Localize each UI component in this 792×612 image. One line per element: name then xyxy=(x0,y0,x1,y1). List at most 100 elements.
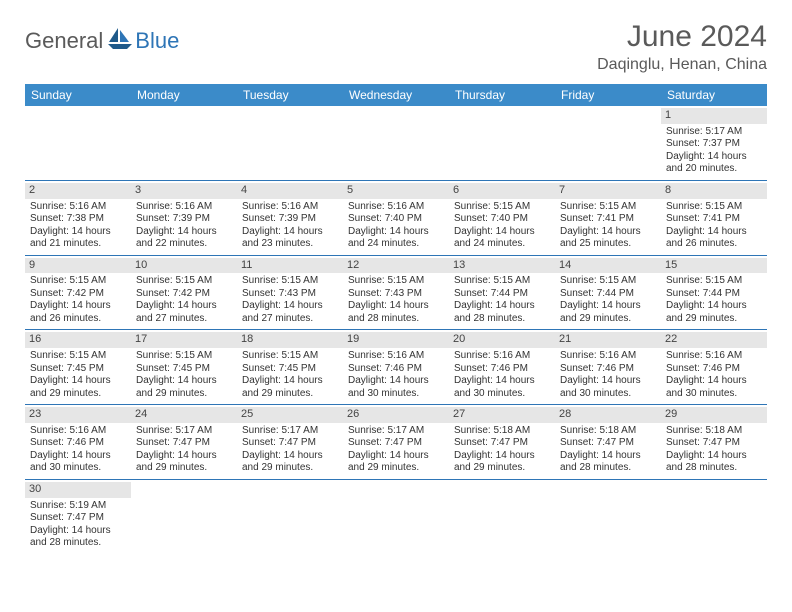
day-number: 26 xyxy=(343,407,449,423)
daylight-text: and 28 minutes. xyxy=(666,462,762,475)
daylight-text: Daylight: 14 hours xyxy=(348,226,444,239)
calendar-empty-cell xyxy=(343,479,449,553)
calendar-day-cell: 6Sunrise: 5:15 AMSunset: 7:40 PMDaylight… xyxy=(449,180,555,255)
sunset-text: Sunset: 7:45 PM xyxy=(242,363,338,376)
sunrise-text: Sunrise: 5:16 AM xyxy=(30,425,126,438)
calendar-day-cell: 8Sunrise: 5:15 AMSunset: 7:41 PMDaylight… xyxy=(661,180,767,255)
daylight-text: and 30 minutes. xyxy=(560,388,656,401)
day-number: 7 xyxy=(555,183,661,199)
sunrise-text: Sunrise: 5:15 AM xyxy=(666,201,762,214)
sunset-text: Sunset: 7:46 PM xyxy=(560,363,656,376)
calendar-day-cell: 23Sunrise: 5:16 AMSunset: 7:46 PMDayligh… xyxy=(25,405,131,480)
calendar-day-cell: 29Sunrise: 5:18 AMSunset: 7:47 PMDayligh… xyxy=(661,405,767,480)
daylight-text: and 22 minutes. xyxy=(136,238,232,251)
daylight-text: Daylight: 14 hours xyxy=(348,375,444,388)
sunrise-text: Sunrise: 5:16 AM xyxy=(136,201,232,214)
daylight-text: Daylight: 14 hours xyxy=(242,450,338,463)
sailboat-icon xyxy=(107,28,133,50)
daylight-text: Daylight: 14 hours xyxy=(30,375,126,388)
sunrise-text: Sunrise: 5:18 AM xyxy=(560,425,656,438)
sunset-text: Sunset: 7:44 PM xyxy=(560,288,656,301)
daylight-text: and 29 minutes. xyxy=(136,462,232,475)
daylight-text: and 26 minutes. xyxy=(666,238,762,251)
daylight-text: and 27 minutes. xyxy=(242,313,338,326)
logo: General Blue xyxy=(25,20,179,54)
calendar-day-cell: 26Sunrise: 5:17 AMSunset: 7:47 PMDayligh… xyxy=(343,405,449,480)
day-number: 9 xyxy=(25,258,131,274)
daylight-text: Daylight: 14 hours xyxy=(666,151,762,164)
daylight-text: Daylight: 14 hours xyxy=(454,300,550,313)
calendar-week-row: 2Sunrise: 5:16 AMSunset: 7:38 PMDaylight… xyxy=(25,180,767,255)
calendar-empty-cell xyxy=(555,106,661,180)
daylight-text: Daylight: 14 hours xyxy=(454,226,550,239)
daylight-text: Daylight: 14 hours xyxy=(560,226,656,239)
calendar-day-cell: 24Sunrise: 5:17 AMSunset: 7:47 PMDayligh… xyxy=(131,405,237,480)
month-title: June 2024 xyxy=(597,20,767,54)
day-number: 6 xyxy=(449,183,555,199)
sunrise-text: Sunrise: 5:15 AM xyxy=(30,275,126,288)
day-number: 10 xyxy=(131,258,237,274)
sunrise-text: Sunrise: 5:16 AM xyxy=(348,350,444,363)
weekday-header: Wednesday xyxy=(343,84,449,106)
sunset-text: Sunset: 7:39 PM xyxy=(136,213,232,226)
sunset-text: Sunset: 7:37 PM xyxy=(666,138,762,151)
daylight-text: and 24 minutes. xyxy=(454,238,550,251)
daylight-text: Daylight: 14 hours xyxy=(560,375,656,388)
daylight-text: and 25 minutes. xyxy=(560,238,656,251)
sunrise-text: Sunrise: 5:15 AM xyxy=(666,275,762,288)
day-number: 12 xyxy=(343,258,449,274)
calendar-week-row: 23Sunrise: 5:16 AMSunset: 7:46 PMDayligh… xyxy=(25,405,767,480)
sunset-text: Sunset: 7:46 PM xyxy=(30,437,126,450)
calendar-day-cell: 4Sunrise: 5:16 AMSunset: 7:39 PMDaylight… xyxy=(237,180,343,255)
daylight-text: Daylight: 14 hours xyxy=(136,450,232,463)
sunrise-text: Sunrise: 5:18 AM xyxy=(454,425,550,438)
calendar-empty-cell xyxy=(449,106,555,180)
sunrise-text: Sunrise: 5:16 AM xyxy=(666,350,762,363)
daylight-text: and 29 minutes. xyxy=(242,462,338,475)
daylight-text: and 28 minutes. xyxy=(454,313,550,326)
day-number: 21 xyxy=(555,332,661,348)
daylight-text: and 29 minutes. xyxy=(242,388,338,401)
daylight-text: Daylight: 14 hours xyxy=(30,450,126,463)
day-number: 11 xyxy=(237,258,343,274)
title-block: June 2024 Daqinglu, Henan, China xyxy=(597,20,767,74)
sunset-text: Sunset: 7:47 PM xyxy=(666,437,762,450)
sunset-text: Sunset: 7:41 PM xyxy=(666,213,762,226)
daylight-text: and 30 minutes. xyxy=(454,388,550,401)
sunset-text: Sunset: 7:40 PM xyxy=(348,213,444,226)
calendar-week-row: 30Sunrise: 5:19 AMSunset: 7:47 PMDayligh… xyxy=(25,479,767,553)
calendar-day-cell: 25Sunrise: 5:17 AMSunset: 7:47 PMDayligh… xyxy=(237,405,343,480)
daylight-text: Daylight: 14 hours xyxy=(454,450,550,463)
daylight-text: Daylight: 14 hours xyxy=(30,525,126,538)
daylight-text: Daylight: 14 hours xyxy=(136,375,232,388)
sunset-text: Sunset: 7:44 PM xyxy=(666,288,762,301)
sunrise-text: Sunrise: 5:16 AM xyxy=(454,350,550,363)
daylight-text: Daylight: 14 hours xyxy=(560,450,656,463)
day-number: 22 xyxy=(661,332,767,348)
sunrise-text: Sunrise: 5:17 AM xyxy=(348,425,444,438)
day-number: 24 xyxy=(131,407,237,423)
sunrise-text: Sunrise: 5:15 AM xyxy=(560,201,656,214)
header: General Blue June 2024 Daqinglu, Henan, … xyxy=(25,20,767,74)
day-number: 29 xyxy=(661,407,767,423)
calendar-day-cell: 22Sunrise: 5:16 AMSunset: 7:46 PMDayligh… xyxy=(661,330,767,405)
daylight-text: Daylight: 14 hours xyxy=(242,375,338,388)
sunrise-text: Sunrise: 5:15 AM xyxy=(242,350,338,363)
day-number: 25 xyxy=(237,407,343,423)
daylight-text: Daylight: 14 hours xyxy=(666,375,762,388)
day-number: 20 xyxy=(449,332,555,348)
daylight-text: and 23 minutes. xyxy=(242,238,338,251)
daylight-text: Daylight: 14 hours xyxy=(666,450,762,463)
sunset-text: Sunset: 7:47 PM xyxy=(454,437,550,450)
day-number: 28 xyxy=(555,407,661,423)
day-number: 8 xyxy=(661,183,767,199)
daylight-text: Daylight: 14 hours xyxy=(348,450,444,463)
daylight-text: Daylight: 14 hours xyxy=(30,300,126,313)
sunset-text: Sunset: 7:40 PM xyxy=(454,213,550,226)
weekday-header-row: SundayMondayTuesdayWednesdayThursdayFrid… xyxy=(25,84,767,106)
sunset-text: Sunset: 7:47 PM xyxy=(30,512,126,525)
day-number: 2 xyxy=(25,183,131,199)
daylight-text: Daylight: 14 hours xyxy=(560,300,656,313)
daylight-text: and 30 minutes. xyxy=(348,388,444,401)
day-number: 1 xyxy=(661,108,767,124)
